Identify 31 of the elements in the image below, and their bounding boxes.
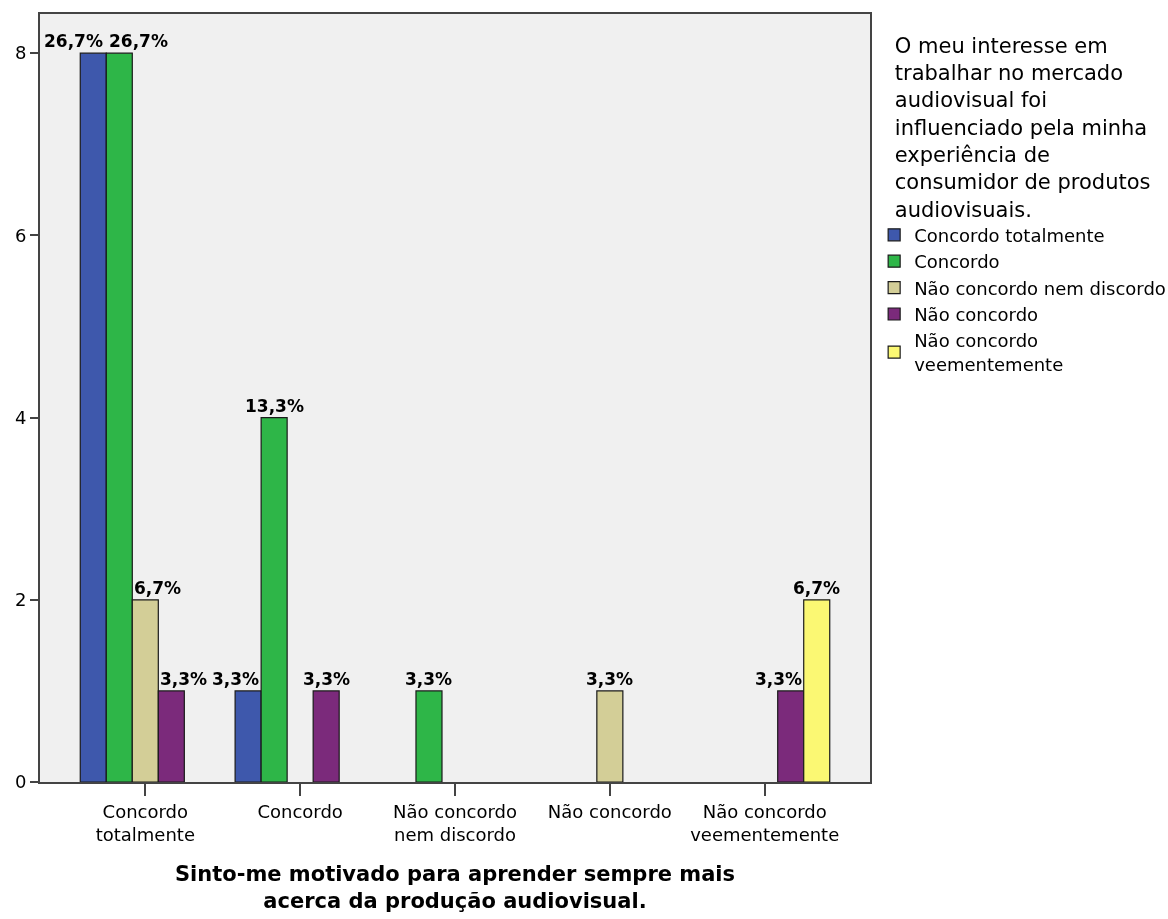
x-tick-label: Não concordo	[547, 800, 672, 822]
annotation: 3,3%	[755, 669, 803, 689]
x-axis-title: Sinto-me motivado para aprender sempre mais acerca da produção audiovisual.	[174, 861, 736, 913]
bar	[596, 690, 624, 782]
x-tick-label: Concordo	[257, 800, 343, 822]
annotation: 3,3%	[405, 669, 453, 689]
annotation: 3,3%	[160, 669, 208, 689]
x-tick-label: Não concordo nem discordo	[393, 800, 517, 845]
annotation: 3,3%	[212, 669, 260, 689]
annotation: 13,3%	[245, 396, 304, 416]
y-tick-label: 0	[14, 771, 27, 793]
legend-label: Não concordo nem discordo	[914, 277, 1166, 299]
annotation: 3,3%	[303, 669, 351, 689]
annotation: 3,3%	[586, 669, 634, 689]
legend-label: Concordo	[914, 251, 1000, 273]
bar	[312, 690, 340, 782]
annotation: 6,7%	[134, 578, 182, 598]
y-tick-label: 6	[14, 224, 27, 246]
y-tick-label: 4	[14, 406, 27, 428]
annotation: 26,7%	[109, 31, 168, 51]
bar	[415, 690, 443, 782]
x-tick-label: Concordo totalmente	[95, 800, 195, 845]
annotation: 6,7%	[793, 578, 841, 598]
legend-title: O meu interesse em trabalhar no mercado audiovisual foi influenciado pela minha experiência de consumidor de produtos audiovisuais.	[894, 33, 1151, 222]
y-tick-label: 2	[14, 589, 27, 611]
legend-label: Concordo totalmente	[914, 224, 1105, 246]
annotation: 26,7%	[44, 31, 103, 51]
legend-label: Não concordo	[914, 304, 1039, 326]
y-tick-label: 8	[14, 42, 27, 64]
x-tick-label: Não concordo veementemente	[690, 800, 840, 845]
legend-label: Não concordo veementemente	[914, 330, 1064, 375]
